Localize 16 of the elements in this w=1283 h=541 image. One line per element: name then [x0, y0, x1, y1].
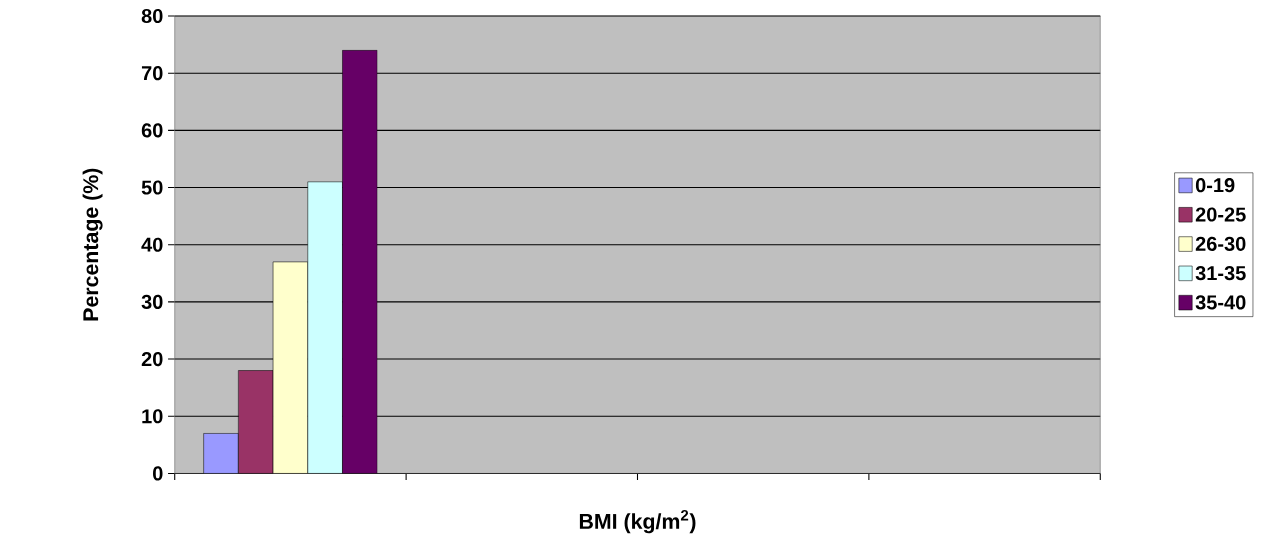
- y-tick-label: 60: [141, 123, 163, 138]
- legend-label: 35-40: [1195, 295, 1246, 310]
- y-axis-title: Percentage (%): [82, 168, 103, 321]
- legend-label: 20-25: [1195, 207, 1246, 222]
- y-tick-label: 70: [141, 65, 163, 81]
- y-tick-label: 40: [141, 237, 163, 252]
- y-tick-label: 30: [141, 294, 163, 309]
- legend-label: 26-30: [1195, 236, 1246, 251]
- y-tick-label: 20: [141, 351, 163, 366]
- x-axis-title: BMI (kg/m$^{2}$): [579, 509, 696, 534]
- y-tick-label: 80: [141, 8, 163, 23]
- legend-label: 0-19: [1195, 177, 1235, 193]
- y-tick-label: 50: [141, 180, 163, 195]
- y-tick-label: 0: [153, 466, 163, 481]
- y-tick-label: 10: [142, 408, 163, 424]
- legend-label: 31-35: [1195, 265, 1246, 281]
